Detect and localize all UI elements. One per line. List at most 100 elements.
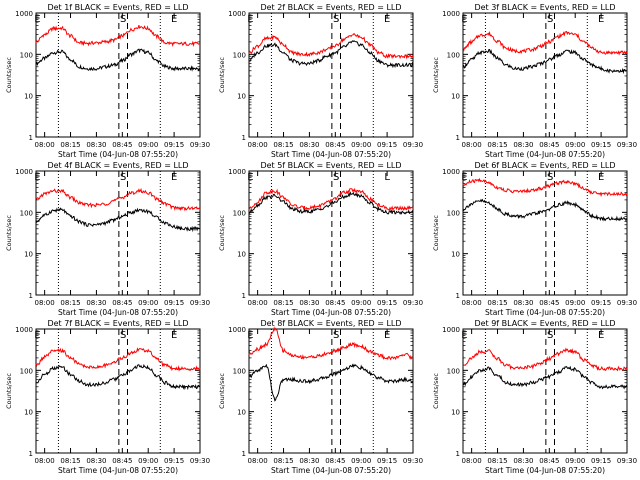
y-axis-label: Counts/sec: [218, 57, 226, 93]
lld-series-line: [248, 326, 414, 361]
x-tick-label: 08:45: [112, 299, 132, 307]
lld-series-line: [462, 177, 628, 198]
x-tick-label: 08:00: [462, 299, 482, 307]
y-axis-label: Counts/sec: [432, 57, 440, 93]
x-axis-label: Start Time (04-Jun-08 07:55:20): [271, 308, 391, 317]
event-marker: E: [247, 172, 253, 183]
x-tick-label: 09:00: [138, 457, 158, 465]
event-marker: E: [598, 14, 604, 25]
panel-8: Det 8f BLACK = Events, RED = LLD 1 10 100 10…: [218, 319, 423, 475]
x-tick-label: 08:45: [539, 457, 559, 465]
x-tick-label: 08:45: [112, 141, 132, 149]
y-tick-label: 10: [24, 409, 33, 417]
y-axis-label: Counts/sec: [5, 215, 13, 251]
y-tick-label: 10: [237, 251, 246, 259]
y-tick-label: 1000: [15, 326, 33, 334]
event-marker: E: [171, 330, 177, 341]
event-marker: S: [333, 330, 339, 341]
y-tick-label: 1000: [15, 168, 33, 176]
x-tick-label: 09:30: [617, 299, 637, 307]
event-marker: E: [247, 14, 253, 25]
y-tick-label: 10: [24, 93, 33, 101]
y-tick-label: 1: [242, 450, 246, 458]
x-tick-label: 08:30: [299, 299, 319, 307]
panel-9: Det 9f BLACK = Events, RED = LLD 1 10 100 10…: [432, 319, 637, 475]
y-tick-label: 100: [233, 209, 246, 217]
panel-5: Det 5f BLACK = Events, RED = LLD 1 10 100 10…: [218, 161, 423, 317]
y-tick-label: 1000: [442, 168, 460, 176]
y-tick-label: 100: [233, 51, 246, 59]
panel-title: Det 1f BLACK = Events, RED = LLD: [47, 3, 188, 12]
x-tick-label: 09:00: [351, 457, 371, 465]
panel-title: Det 9f BLACK = Events, RED = LLD: [474, 319, 615, 328]
x-tick-label: 08:15: [487, 141, 507, 149]
y-tick-label: 10: [24, 251, 33, 259]
x-tick-label: 08:15: [60, 457, 80, 465]
lld-series-line: [35, 347, 201, 372]
x-axis-label: Start Time (04-Jun-08 07:55:20): [485, 308, 605, 317]
events-series-line: [248, 191, 414, 215]
x-tick-label: 08:30: [299, 457, 319, 465]
x-tick-label: 09:15: [591, 457, 611, 465]
x-tick-label: 08:30: [86, 299, 106, 307]
panel-2: Det 2f BLACK = Events, RED = LLD 1 10 100 10…: [218, 3, 423, 159]
y-tick-label: 1000: [442, 326, 460, 334]
panel-1: Det 1f BLACK = Events, RED = LLD 1 10 100 10…: [5, 3, 210, 159]
x-tick-label: 08:00: [248, 141, 268, 149]
x-axis-label: Start Time (04-Jun-08 07:55:20): [485, 150, 605, 159]
y-tick-label: 100: [447, 367, 460, 375]
y-axis-label: Counts/sec: [5, 373, 13, 409]
panel-title: Det 7f BLACK = Events, RED = LLD: [47, 319, 188, 328]
y-tick-label: 100: [20, 51, 33, 59]
y-tick-label: 100: [20, 367, 33, 375]
x-tick-label: 09:00: [138, 141, 158, 149]
x-tick-label: 09:15: [591, 141, 611, 149]
panel-3: Det 3f BLACK = Events, RED = LLD 1 10 100 10…: [432, 3, 637, 159]
y-tick-label: 10: [451, 251, 460, 259]
y-tick-label: 10: [237, 409, 246, 417]
event-marker: S: [547, 14, 553, 25]
x-tick-label: 08:45: [539, 299, 559, 307]
x-tick-label: 09:15: [164, 141, 184, 149]
y-tick-label: 100: [20, 209, 33, 217]
x-tick-label: 08:30: [513, 457, 533, 465]
events-series-line: [462, 48, 627, 75]
x-tick-label: 08:15: [273, 299, 293, 307]
y-tick-label: 1: [456, 134, 460, 142]
x-tick-label: 08:15: [60, 141, 80, 149]
x-tick-label: 08:45: [325, 141, 345, 149]
x-axis-label: Start Time (04-Jun-08 07:55:20): [58, 308, 178, 317]
panel-title: Det 6f BLACK = Events, RED = LLD: [474, 161, 615, 170]
lld-series-line: [35, 24, 200, 48]
panel-6: Det 6f BLACK = Events, RED = LLD 1 10 100 10…: [432, 161, 637, 317]
x-tick-label: 08:15: [273, 457, 293, 465]
event-marker: E: [384, 330, 390, 341]
plot-frame: [35, 12, 201, 138]
x-tick-label: 09:30: [617, 457, 637, 465]
panel-title: Det 5f BLACK = Events, RED = LLD: [260, 161, 401, 170]
event-marker: S: [120, 172, 126, 183]
events-series-line: [35, 48, 200, 72]
y-tick-label: 1: [456, 450, 460, 458]
x-tick-label: 08:00: [35, 141, 55, 149]
event-marker: S: [547, 172, 553, 183]
panel-title: Det 2f BLACK = Events, RED = LLD: [260, 3, 401, 12]
event-marker: E: [34, 172, 40, 183]
events-series-line: [35, 207, 201, 233]
x-axis-label: Start Time (04-Jun-08 07:55:20): [485, 466, 605, 475]
panel-title: Det 8f BLACK = Events, RED = LLD: [260, 319, 401, 328]
x-tick-label: 08:15: [273, 141, 293, 149]
y-tick-label: 1: [456, 292, 460, 300]
x-tick-label: 08:45: [325, 299, 345, 307]
event-marker: E: [598, 330, 604, 341]
x-tick-label: 09:15: [164, 299, 184, 307]
y-axis-label: Counts/sec: [5, 57, 13, 93]
x-tick-label: 08:30: [86, 141, 106, 149]
event-marker: L: [384, 172, 390, 183]
x-tick-label: 09:30: [403, 141, 423, 149]
plot-frame: [35, 328, 201, 454]
x-tick-label: 08:15: [60, 299, 80, 307]
x-tick-label: 09:15: [591, 299, 611, 307]
event-marker: S: [547, 330, 553, 341]
